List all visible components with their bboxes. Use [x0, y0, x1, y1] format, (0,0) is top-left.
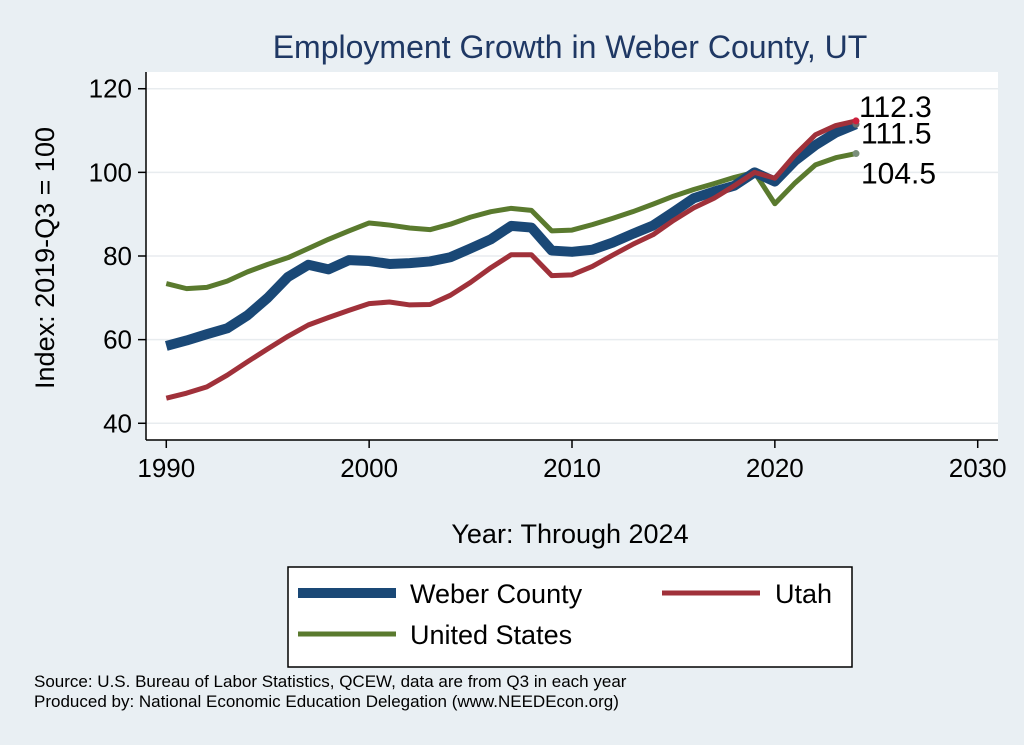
legend-label: Utah: [775, 579, 832, 609]
x-axis-title: Year: Through 2024: [451, 519, 688, 549]
x-tick-label: 2030: [949, 453, 1007, 483]
y-tick-label: 100: [89, 157, 132, 187]
x-tick-label: 2020: [746, 453, 804, 483]
produced-by-note: Produced by: National Economic Education…: [34, 692, 619, 711]
end-value-label: 111.5: [861, 117, 932, 150]
series-line-utah: [165, 118, 857, 401]
y-tick-label: 40: [103, 408, 132, 438]
series-end-dots: [852, 117, 860, 158]
end-dot-utah: [852, 117, 860, 125]
legend: Weber County Utah United States: [287, 566, 853, 668]
x-tick-label: 1990: [137, 453, 195, 483]
end-value-label: 112.3: [859, 91, 932, 124]
legend-label: United States: [410, 620, 572, 650]
y-axis-title: Index: 2019-Q3 = 100: [30, 127, 60, 389]
y-axis-ticks: 40 60 80 100 120: [89, 74, 146, 438]
series-lines: [164, 118, 858, 401]
chart-title: Employment Growth in Weber County, UT: [273, 29, 868, 65]
y-tick-label: 60: [103, 325, 132, 355]
end-dot-united-states: [852, 150, 860, 158]
source-note: Source: U.S. Bureau of Labor Statistics,…: [34, 672, 627, 691]
y-tick-label: 80: [103, 241, 132, 271]
end-value-label: 104.5: [861, 158, 936, 191]
x-axis-ticks: 1990 2000 2010 2020 2030: [137, 440, 1007, 483]
x-tick-label: 2000: [340, 453, 398, 483]
x-tick-label: 2010: [543, 453, 601, 483]
legend-label: Weber County: [410, 579, 583, 609]
y-tick-label: 120: [89, 74, 132, 104]
legend-box: [287, 566, 853, 668]
